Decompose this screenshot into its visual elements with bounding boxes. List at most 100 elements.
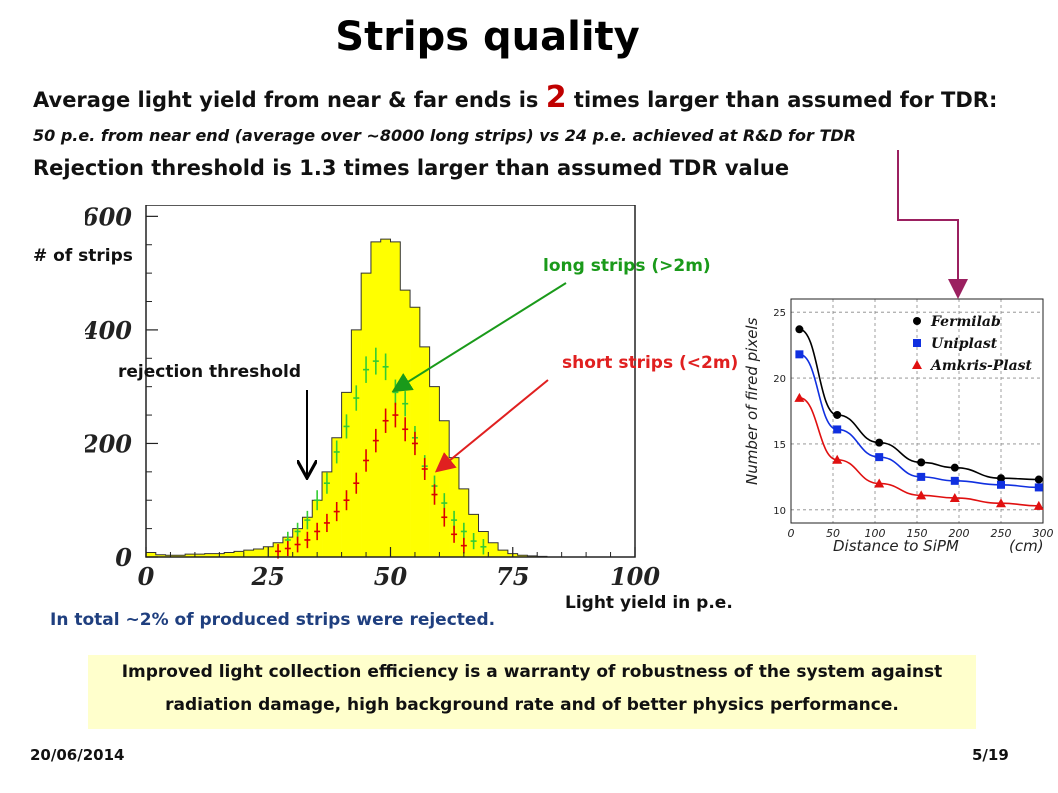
long-strips-point <box>480 539 487 555</box>
legend-label: Uniplast <box>931 336 998 352</box>
fired-pixels-chart: 0 50 100 150 200 250 300 10 15 20 25 Fermilab Unipl… <box>733 285 1056 564</box>
light-yield-detail: 50 p.e. from near end (average over ~800… <box>33 126 856 145</box>
tdr-reference-connector <box>897 150 968 299</box>
short-strips-point <box>372 428 379 453</box>
histogram-outline <box>145 238 635 558</box>
rejected-total-note: In total ~2% of produced strips were rej… <box>50 610 496 630</box>
light-yield-histogram-svg: 0 25 50 75 100 0 200 400 600 <box>81 202 660 591</box>
histogram-bar <box>498 550 509 557</box>
fired-pixels-y-tick-label: 15 <box>773 440 786 451</box>
fired-pixels-x-tick-label: 150 <box>907 527 928 540</box>
legend-label: Fermilab <box>930 314 1001 330</box>
histogram-bar <box>224 552 235 557</box>
fired-pixels-y-tick-label: 10 <box>773 506 786 517</box>
long-strips-point <box>353 385 360 411</box>
short-strips-point <box>451 525 458 543</box>
long-strips-point <box>372 347 379 375</box>
short-strips-point <box>275 544 282 559</box>
histogram-bar <box>449 457 460 557</box>
short-strips-point <box>343 490 350 511</box>
short-strips-point <box>441 507 448 527</box>
fired-pixels-x-tick-label: 300 <box>1033 527 1054 540</box>
histogram-bar <box>204 553 215 557</box>
histogram-bar <box>341 392 352 557</box>
histogram-bar <box>155 554 166 557</box>
light-yield-factor: 2 <box>545 80 567 115</box>
fired-pixels-chart-svg: 0 50 100 150 200 250 300 10 15 20 25 Fermilab Unipl… <box>743 298 1054 555</box>
fired-pixels-point <box>833 410 842 419</box>
fired-pixels-point <box>795 325 804 334</box>
rejection-threshold-statement: Rejection threshold is 1.3 times larger … <box>33 156 790 180</box>
legend-label: Amkris-Plast <box>929 358 1033 374</box>
slide-title: Strips quality <box>335 14 640 60</box>
short-strips-point <box>411 431 418 456</box>
histogram-y-tick-label: 400 <box>85 316 132 345</box>
long-strips-point <box>314 490 321 511</box>
long-strips-point <box>323 472 330 494</box>
long-strips-point <box>470 532 477 550</box>
long-strips-point <box>363 356 370 383</box>
fired-pixels-point <box>833 425 842 434</box>
light-yield-statement: Average light yield from near & far ends… <box>33 80 997 115</box>
histogram-bar <box>517 555 528 557</box>
slide-page-number: 5/19 <box>972 746 1009 764</box>
histogram-bar <box>253 549 264 557</box>
light-yield-statement-pre: Average light yield from near & far ends… <box>33 88 546 112</box>
slide-date: 20/06/2014 <box>30 746 125 764</box>
fired-pixels-point <box>1034 475 1043 484</box>
short-strips-point <box>284 540 291 557</box>
long-strips-point <box>382 353 389 381</box>
fired-pixels-x-axis-label: Distance to SiPM <box>833 537 959 555</box>
histogram-bar <box>175 555 186 557</box>
fired-pixels-point <box>874 478 885 488</box>
legend-marker <box>912 360 922 369</box>
fired-pixels-point <box>1033 500 1044 510</box>
short-strips-label: short strips (<2m) <box>562 353 739 373</box>
fired-pixels-y-tick-label: 25 <box>773 308 786 319</box>
histogram-bar <box>185 554 196 557</box>
fired-pixels-point <box>795 350 804 359</box>
histogram-bar <box>419 346 430 557</box>
histogram-x-tick-label: 50 <box>374 562 408 590</box>
fired-pixels-x-tick-label: 0 <box>788 527 795 540</box>
histogram-x-tick-label: 0 <box>138 562 155 590</box>
fired-pixels-point <box>794 392 805 402</box>
light-yield-statement-post: times larger than assumed for TDR: <box>566 88 998 112</box>
short-strips-point <box>353 472 360 494</box>
fired-pixels-x-axis-unit: (cm) <box>1009 537 1044 555</box>
short-strips-point <box>363 449 370 472</box>
fired-pixels-point <box>950 463 959 472</box>
short-strips-point <box>431 484 438 505</box>
histogram-bar <box>331 437 342 557</box>
fired-pixels-point <box>875 438 884 447</box>
histogram-bar <box>380 239 391 557</box>
short-strips-point <box>460 537 467 554</box>
legend-marker <box>913 317 921 325</box>
histogram-x-axis-label: Light yield in p.e. <box>565 593 733 613</box>
fired-pixels-point <box>832 454 843 464</box>
fired-pixels-x-tick-label: 200 <box>949 527 970 540</box>
histogram-bar <box>361 273 372 557</box>
fired-pixels-x-tick-label: 250 <box>991 527 1012 540</box>
histogram-bar <box>439 420 450 557</box>
histogram-x-tick-label: 75 <box>496 562 529 590</box>
short-strips-point <box>294 536 301 553</box>
short-strips-point <box>333 502 340 522</box>
fired-pixels-point <box>996 498 1006 508</box>
short-strips-point <box>421 458 428 480</box>
histogram-bar <box>351 329 362 557</box>
long-strips-point <box>304 510 311 530</box>
fired-pixels-point <box>949 492 960 502</box>
short-strips-point <box>392 402 399 428</box>
fired-pixels-point <box>950 476 959 485</box>
short-strips-point <box>382 408 389 433</box>
conclusion-line-1: Improved light collection efficiency is … <box>121 662 943 682</box>
long-strips-point <box>333 440 340 464</box>
long-strips-label: long strips (>2m) <box>543 256 711 276</box>
short-strips-point <box>304 531 311 549</box>
fired-pixels-x-tick-label: 100 <box>865 527 886 540</box>
histogram-bar <box>370 241 382 557</box>
fired-pixels-y-tick-label: 20 <box>773 374 786 385</box>
fired-pixels-fit-curve <box>799 353 1039 489</box>
fired-pixels-x-tick-label: 50 <box>826 527 840 540</box>
